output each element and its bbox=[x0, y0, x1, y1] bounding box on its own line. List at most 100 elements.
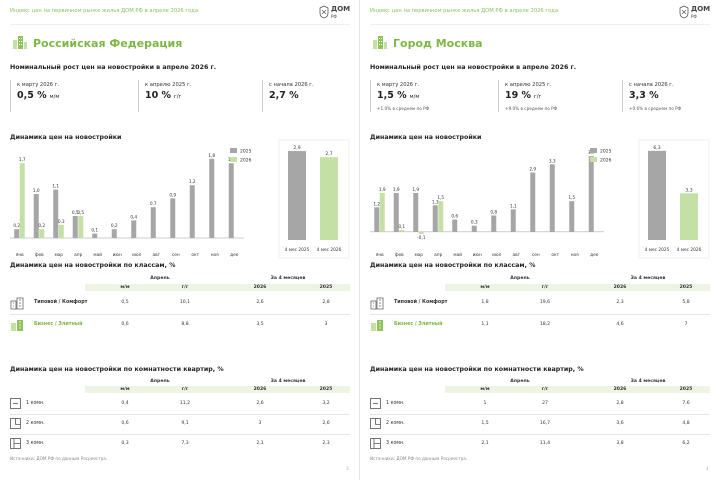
legend-swatch-2025 bbox=[230, 148, 237, 153]
x-tick-label: фев bbox=[35, 252, 44, 258]
col-2025: 2025 bbox=[679, 285, 693, 290]
cell-2026: 3,5 bbox=[256, 322, 264, 327]
header-4-months: За 4 месяцев bbox=[270, 379, 306, 384]
cell-2026: 2,1 bbox=[256, 441, 264, 446]
row-separator bbox=[10, 314, 350, 315]
row-separator bbox=[370, 414, 710, 415]
data-label: 3,3 bbox=[685, 187, 692, 193]
kpi-label: к марту 2026 г. bbox=[377, 82, 420, 88]
dom-rf-logo: ДОМ РФ bbox=[691, 5, 711, 20]
cell-yoy: 11,2 bbox=[179, 401, 191, 406]
x-tick-label: 4 мес 2026 bbox=[677, 247, 702, 253]
cell-2025: 3 bbox=[324, 322, 328, 327]
data-label: 1,5 bbox=[437, 195, 444, 201]
table-row: Бизнес / Элитный 1,1 18,2 4,6 7 bbox=[370, 315, 710, 335]
x-tick-label: авг bbox=[153, 253, 161, 258]
x-tick-label: май bbox=[93, 251, 102, 258]
row-label: 3 комн. bbox=[386, 441, 405, 446]
kpi-label: к апрелю 2025 г. bbox=[145, 82, 192, 88]
column-header-row bbox=[445, 284, 710, 291]
col-yoy: г/г bbox=[541, 285, 549, 290]
col-2025: 2025 bbox=[679, 387, 693, 392]
nominal-growth-title: Номинальный рост цен на новостройки в ап… bbox=[10, 64, 217, 71]
x-tick-label: фев bbox=[395, 252, 404, 258]
cell-2025: 2,6 bbox=[322, 421, 330, 426]
table-row: Типовой / Комфорт 0,5 10,1 2,6 2,8 bbox=[10, 293, 350, 313]
table-row: 1 комн. 1 27 2,8 7,6 bbox=[370, 395, 710, 413]
three-room-plan-icon bbox=[370, 438, 381, 449]
table-row: 1 комн. 0,4 11,2 2,6 3,2 bbox=[10, 395, 350, 413]
bar-2025-фев bbox=[33, 194, 39, 238]
data-label: 1,8 bbox=[208, 153, 215, 159]
header-4-months: За 4 месяцев bbox=[630, 379, 666, 384]
table-row: 2 комн. 0,6 9,1 3 2,6 bbox=[10, 415, 350, 433]
bar-2026-мар bbox=[58, 224, 64, 238]
col-mom: м/м bbox=[480, 387, 490, 392]
row-label: 3 комн. bbox=[26, 441, 45, 446]
x-tick-label: ноя bbox=[571, 253, 579, 258]
dynamics-chart: 0,2 1,7 янв 1,0 0,2 фев 1,1 0,3 мар 0,50,5 апр 0,1 м… bbox=[10, 139, 350, 259]
classes-title: Динамика цен на новостройки по классам, … bbox=[370, 262, 536, 269]
bar-2026-апр bbox=[438, 201, 444, 232]
cell-2025: 7,6 bbox=[682, 401, 690, 406]
x-tick-label: сен bbox=[172, 253, 180, 258]
kpi-value: 1,5 % м/м bbox=[377, 90, 420, 101]
kpi-label: к апрелю 2025 г. bbox=[505, 82, 552, 88]
x-tick-label: 4 мес 2026 bbox=[317, 247, 342, 253]
bar-4 мес 2025 bbox=[288, 151, 306, 240]
data-label: 1,3 bbox=[432, 199, 439, 205]
rooms-title: Динамика цен на новостройки по комнатнос… bbox=[10, 366, 224, 373]
bar-2025-янв bbox=[14, 229, 20, 238]
header-april: Апрель bbox=[510, 379, 530, 384]
col-yoy: г/г bbox=[541, 387, 549, 392]
bar-2025-июл bbox=[491, 215, 497, 232]
x-tick-label: дек bbox=[230, 253, 239, 258]
bar-2025-май bbox=[92, 233, 98, 238]
header-april: Апрель bbox=[510, 276, 530, 281]
side-chart-frame bbox=[278, 139, 350, 259]
data-label: 1,2 bbox=[373, 201, 380, 207]
cell-2026: 3,6 bbox=[616, 421, 624, 426]
cell-yoy: 27 bbox=[542, 401, 548, 406]
data-label: 2,9 bbox=[529, 167, 536, 173]
data-label: 1,1 bbox=[510, 203, 517, 209]
bar-2025-ноя bbox=[569, 201, 575, 232]
cell-mom: 1,1 bbox=[481, 322, 489, 327]
source-note: Источники: ДОМ.РФ по данным Росреестра. bbox=[10, 456, 108, 461]
row-label: 1 комн. bbox=[386, 401, 405, 406]
kpi-card-mom: к марту 2026 г. 1,5 % м/м +1.0% в среднем… bbox=[370, 80, 477, 112]
kpi-label: с начала 2026 г. bbox=[269, 82, 314, 88]
page-russia: Индекс цен на первичном рынке жилья ДОМ.… bbox=[10, 5, 351, 471]
cell-mom: 0,3 bbox=[121, 441, 129, 446]
bar-4 мес 2025 bbox=[648, 150, 666, 240]
cell-2025: 2,3 bbox=[322, 441, 330, 446]
col-2026: 2026 bbox=[253, 387, 267, 392]
bar-2025-окт bbox=[189, 185, 195, 238]
table-row: Бизнес / Элитный 0,6 8,8 3,5 3 bbox=[10, 315, 350, 335]
legend-label-2026: 2026 bbox=[240, 158, 252, 164]
row-label: 2 комн. bbox=[386, 421, 405, 426]
cell-mom: 0,4 bbox=[121, 401, 129, 406]
standard-building-icon bbox=[10, 297, 24, 310]
data-label: 0,6 bbox=[451, 214, 458, 220]
premium-building-icon bbox=[11, 320, 23, 331]
header-rule bbox=[370, 24, 710, 25]
data-label: 0,2 bbox=[38, 223, 45, 229]
one-room-plan-icon bbox=[10, 398, 21, 409]
x-tick-label: 4 мес 2025 bbox=[285, 247, 310, 253]
data-label: 0,9 bbox=[169, 192, 176, 198]
kpi-value: 2,7 % bbox=[269, 90, 299, 101]
bar-2026-фев bbox=[399, 229, 405, 232]
cell-yoy: 9,1 bbox=[181, 421, 189, 426]
cell-mom: 0,6 bbox=[121, 421, 129, 426]
data-label: 0,8 bbox=[490, 209, 497, 215]
cell-yoy: 10,1 bbox=[179, 300, 191, 305]
bar-2026-фев bbox=[39, 229, 45, 238]
cell-mom: 2,1 bbox=[481, 441, 489, 446]
x-tick-label: авг bbox=[513, 253, 521, 258]
kpi-note: +9.0% в среднем по РФ bbox=[505, 106, 558, 111]
data-label: 2,9 bbox=[293, 145, 300, 151]
data-label: 1,7 bbox=[19, 157, 26, 163]
page-divider bbox=[359, 0, 360, 480]
one-room-plan-icon bbox=[370, 398, 381, 409]
